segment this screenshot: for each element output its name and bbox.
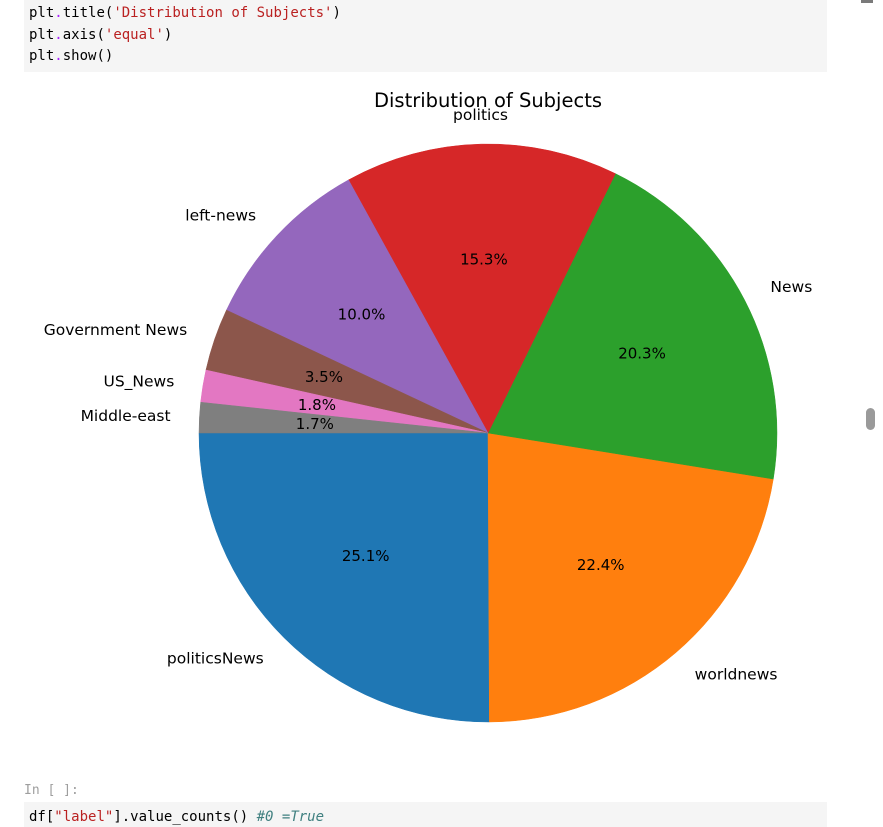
pie-pct-label: 25.1%	[342, 547, 390, 565]
pie-category-label: left-news	[185, 207, 256, 225]
scrollbar-top-marker	[861, 0, 873, 3]
code-line: plt.show()	[29, 48, 114, 64]
code-cell-top[interactable]: plt.title('Distribution of Subjects') plt…	[24, 0, 827, 72]
pie-pct-label: 20.3%	[618, 344, 666, 362]
pie-category-label: politicsNews	[167, 649, 264, 667]
pie-pct-label: 22.4%	[577, 556, 625, 574]
pie-pct-label: 15.3%	[460, 251, 508, 269]
pie-slice-politics	[348, 143, 616, 434]
chart-title: Distribution of Subjects	[374, 89, 602, 112]
pie-category-label: politics	[453, 106, 508, 124]
cell-prompt: In [ ]:	[24, 783, 79, 798]
pie-labels: 25.1% politicsNews 22.4% worldnews 20.3% News…	[44, 106, 813, 683]
pie-slice-politicsnews	[198, 432, 490, 723]
code-line: df["label"].value_counts() #0 =True	[29, 809, 325, 825]
pie-pct-label: 3.5%	[305, 368, 343, 386]
pie-chart: 25.1% politicsNews 22.4% worldnews 20.3% News…	[44, 89, 813, 723]
pie-slice-left-news	[226, 179, 489, 434]
code-cell-next[interactable]: df["label"].value_counts() #0 =True	[24, 802, 827, 827]
pie-category-label: News	[770, 278, 812, 296]
pie-slice-middle-east	[198, 401, 489, 434]
pie-pct-label: 1.7%	[296, 415, 334, 433]
scrollbar-thumb[interactable]	[866, 408, 875, 430]
pie-pct-label: 1.8%	[298, 396, 336, 414]
scrollbar[interactable]	[861, 0, 883, 827]
output-area: 25.1% politicsNews 22.4% worldnews 20.3% News…	[0, 72, 860, 772]
pie-slice-worldnews	[487, 432, 774, 723]
pie-slice-news	[487, 173, 778, 480]
pie-category-label: worldnews	[695, 666, 778, 684]
pie-slices	[198, 143, 778, 723]
code-line: plt.title('Distribution of Subjects')	[29, 5, 341, 21]
code-line: plt.axis('equal')	[29, 26, 173, 43]
pie-category-label: US_News	[103, 372, 174, 391]
pie-category-label: Government News	[44, 321, 187, 339]
pie-category-label: Middle-east	[81, 407, 171, 425]
pie-pct-label: 10.0%	[338, 305, 386, 323]
